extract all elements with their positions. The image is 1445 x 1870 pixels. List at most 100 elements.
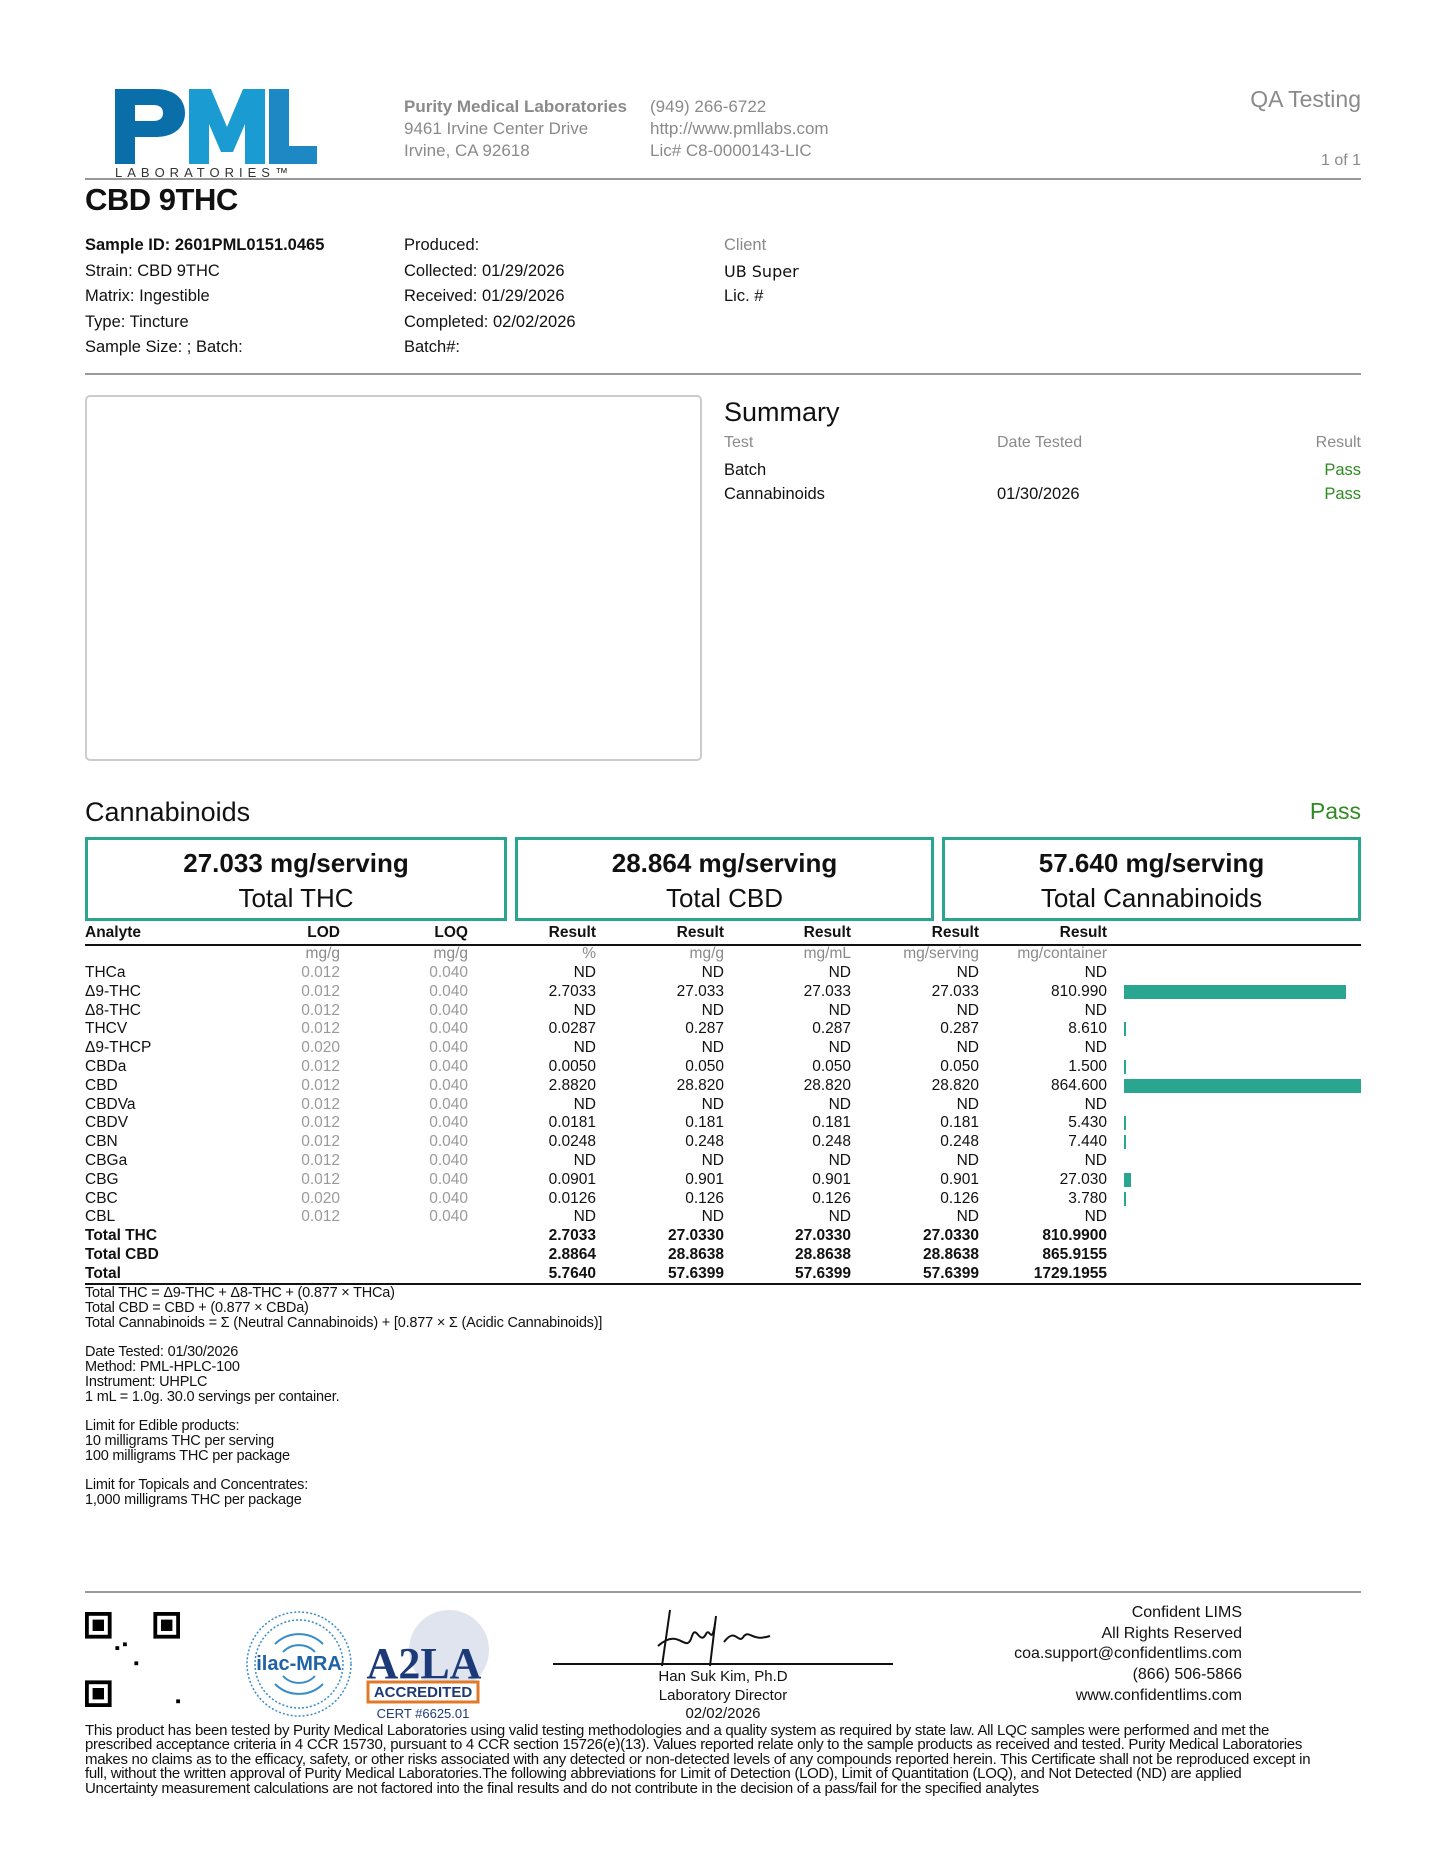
total-cell: 28.8638 xyxy=(667,1246,724,1263)
table-cell: 0.0901 xyxy=(548,1170,596,1188)
table-cell: 0.040 xyxy=(429,1189,468,1207)
total-cell: 810.9900 xyxy=(1042,1227,1107,1245)
analyte-name: CBG xyxy=(85,1170,119,1188)
table-cell: 0.181 xyxy=(940,1114,979,1132)
table-cell: 0.0181 xyxy=(548,1114,596,1132)
table-cell: ND xyxy=(1084,964,1107,981)
produced-date: Produced: xyxy=(404,236,480,254)
total-row-label: Total THC xyxy=(85,1227,158,1245)
result-bar xyxy=(1124,1060,1126,1074)
column-unit: mg/container xyxy=(1017,945,1107,962)
batch-number: Batch#: xyxy=(404,338,460,357)
total-cbd-box: 28.864 mg/serving Total CBD xyxy=(515,837,934,921)
sample-divider xyxy=(85,373,1361,375)
total-cell: 27.0330 xyxy=(794,1227,851,1245)
ilac-mra-logo: ilac-MRA xyxy=(245,1608,353,1720)
summary-header-test: Test xyxy=(724,434,754,451)
table-cell: 2.7033 xyxy=(548,982,596,1000)
note-line: Method: PML-HPLC-100 xyxy=(85,1358,240,1375)
note-line: Instrument: UHPLC xyxy=(85,1373,208,1390)
result-bar xyxy=(1124,984,1347,999)
table-cell: 0.040 xyxy=(429,1170,468,1188)
lims-name: Confident LIMS xyxy=(1131,1604,1242,1621)
total-cell: 1729.1955 xyxy=(1033,1264,1107,1282)
table-cell: 0.248 xyxy=(812,1133,851,1151)
summary-row-test: Batch xyxy=(724,461,767,479)
table-cell: 0.020 xyxy=(301,1189,340,1207)
page-number: 1 of 1 xyxy=(1320,152,1361,169)
company-address-2: Irvine, CA 92618 xyxy=(404,141,530,160)
analyte-name: Δ9-THC xyxy=(85,982,141,1000)
table-cell: ND xyxy=(701,1001,724,1019)
summary-row-result: Pass xyxy=(1324,461,1361,479)
summary-row-date: 01/30/2026 xyxy=(997,485,1080,503)
table-cell: 27.033 xyxy=(931,982,979,1000)
cannabinoids-status: Pass xyxy=(1309,798,1361,824)
total-cell: 2.8864 xyxy=(548,1246,596,1263)
ilac-text: ilac-MRA xyxy=(256,1653,342,1675)
table-cell: 0.040 xyxy=(429,1095,468,1113)
result-bar xyxy=(1124,1022,1127,1037)
column-header: Result xyxy=(548,924,596,941)
table-cell: 0.181 xyxy=(812,1114,851,1132)
table-cell: ND xyxy=(701,1208,724,1226)
result-bar xyxy=(1124,1135,1127,1150)
table-cell: ND xyxy=(573,1001,596,1019)
table-cell: 27.033 xyxy=(676,982,724,1000)
summary-row-test: Cannabinoids xyxy=(724,485,825,503)
column-header: Result xyxy=(931,924,979,941)
total-cell: 28.8638 xyxy=(794,1246,851,1263)
table-cell: 810.990 xyxy=(1050,982,1107,1000)
table-cell: ND xyxy=(956,964,979,981)
table-cell: 0.0126 xyxy=(548,1189,596,1207)
analyte-name: Δ8-THC xyxy=(85,1001,141,1019)
table-cell: ND xyxy=(956,1039,979,1057)
table-cell: 0.012 xyxy=(301,964,340,981)
table-cell: ND xyxy=(828,1039,851,1057)
column-unit: mg/mL xyxy=(803,945,851,962)
total-cell: 57.6399 xyxy=(667,1264,724,1282)
received-date: Received: 01/29/2026 xyxy=(404,287,565,306)
analyte-name: CBN xyxy=(85,1133,118,1151)
qr-code[interactable] xyxy=(85,1612,180,1707)
signer-title: Laboratory Director xyxy=(658,1686,788,1704)
table-cell: ND xyxy=(828,1001,851,1019)
company-website[interactable]: http://www.pmllabs.com xyxy=(650,119,829,138)
table-cell: 0.040 xyxy=(429,1039,468,1057)
lims-email[interactable]: coa.support@confidentlims.com xyxy=(1014,1645,1242,1663)
result-bar xyxy=(1124,1172,1132,1187)
disclaimer-line: Uncertainty measurement calculations are… xyxy=(85,1779,1039,1797)
table-cell: 864.600 xyxy=(1050,1076,1107,1094)
completed-date: Completed: 02/02/2026 xyxy=(404,312,576,331)
sample-type: Type: Tincture xyxy=(85,312,189,331)
note-line: 100 milligrams THC per package xyxy=(85,1447,290,1464)
table-cell: ND xyxy=(701,964,724,981)
note-line: 1,000 milligrams THC per package xyxy=(85,1492,302,1509)
note-line xyxy=(85,1404,602,1419)
header-divider xyxy=(85,178,1361,180)
table-cell: 0.901 xyxy=(685,1170,724,1188)
total-cannabinoids-value: 57.640 mg/serving xyxy=(1038,848,1265,878)
table-cell: 0.126 xyxy=(685,1189,724,1207)
table-cell: 5.430 xyxy=(1068,1114,1107,1132)
analyte-name: CBDa xyxy=(85,1058,127,1075)
total-row-label: Total CBD xyxy=(85,1246,159,1263)
table-cell: ND xyxy=(828,1152,851,1169)
footer-divider xyxy=(85,1591,1361,1593)
table-cell: 0.126 xyxy=(812,1189,851,1207)
column-header: Analyte xyxy=(85,924,141,941)
table-bottom-line xyxy=(85,1283,1361,1285)
company-license: Lic# C8-0000143-LIC xyxy=(650,141,812,160)
table-cell: 0.050 xyxy=(685,1058,724,1075)
table-cell: ND xyxy=(701,1152,724,1169)
result-bar xyxy=(1124,1078,1361,1093)
column-unit: mg/g xyxy=(433,945,468,962)
note-line: Total THC = Δ9-THC + Δ8-THC + (0.877 × T… xyxy=(85,1285,395,1301)
accredited-text: ACCREDITED xyxy=(374,1684,473,1701)
note-line: Date Tested: 01/30/2026 xyxy=(85,1344,239,1361)
table-cell: 0.012 xyxy=(301,1020,340,1038)
table-cell: 0.040 xyxy=(429,1114,468,1132)
analyte-name: THCV xyxy=(85,1020,128,1038)
lims-website[interactable]: www.confidentlims.com xyxy=(1075,1686,1242,1704)
total-cell: 27.0330 xyxy=(667,1227,724,1245)
